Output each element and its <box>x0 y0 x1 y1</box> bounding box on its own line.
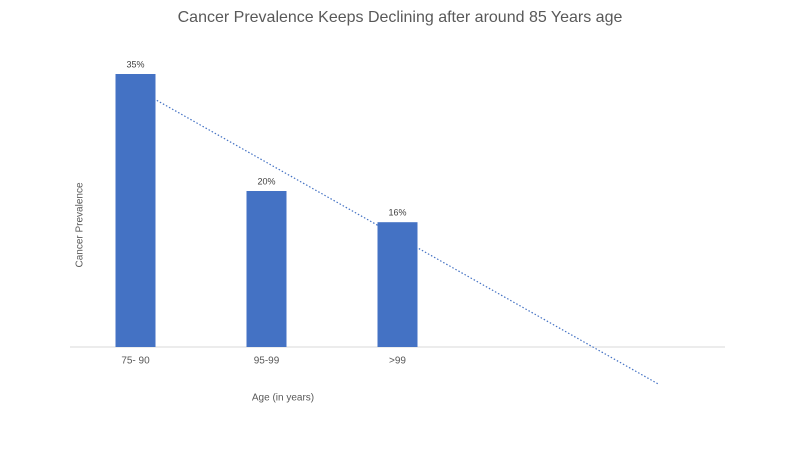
bar <box>246 191 287 347</box>
bar <box>377 222 418 347</box>
x-tick-label: 95-99 <box>254 356 280 367</box>
chart-title: Cancer Prevalence Keeps Declining after … <box>178 9 623 26</box>
data-label: 16% <box>388 208 406 218</box>
data-label: 35% <box>126 59 144 69</box>
data-label: 20% <box>257 176 275 186</box>
x-axis-title: Age (in years) <box>252 393 314 404</box>
y-axis-title: Cancer Prevalence <box>75 182 86 267</box>
x-tick-label: >99 <box>389 356 406 367</box>
x-tick-label: 75- 90 <box>121 356 150 367</box>
bar <box>115 74 156 347</box>
